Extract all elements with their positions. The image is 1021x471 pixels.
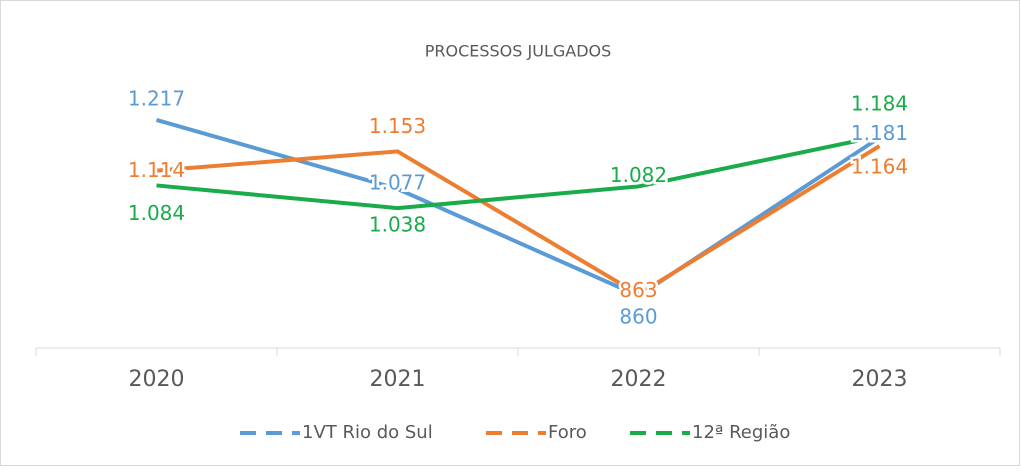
series-line	[155, 117, 881, 299]
x-tick-label: 2022	[611, 367, 667, 392]
data-label: 1.153	[369, 114, 426, 138]
data-label: 1.181	[851, 121, 908, 145]
data-label: 1.184	[851, 92, 908, 116]
x-tick-label: 2021	[370, 367, 426, 392]
series-line	[156, 134, 880, 211]
data-label: 1.082	[610, 163, 667, 187]
series-line	[156, 144, 881, 297]
x-tick-label: 2020	[129, 367, 185, 392]
legend-label: Foro	[548, 422, 587, 443]
legend-label: 12ª Região	[692, 422, 790, 443]
legend-label: 1VT Rio do Sul	[302, 422, 433, 443]
data-label: 1.084	[128, 201, 185, 225]
data-label: 1.038	[369, 213, 426, 237]
data-label: 863	[619, 278, 657, 302]
data-label: 860	[619, 304, 657, 328]
data-label: 1.114	[128, 158, 185, 182]
chart-title: PROCESSOS JULGADOS	[425, 42, 612, 61]
data-label: 1.164	[851, 155, 908, 179]
data-label: 1.077	[369, 170, 426, 194]
data-label: 1.217	[128, 86, 185, 110]
x-tick-label: 2023	[852, 367, 908, 392]
